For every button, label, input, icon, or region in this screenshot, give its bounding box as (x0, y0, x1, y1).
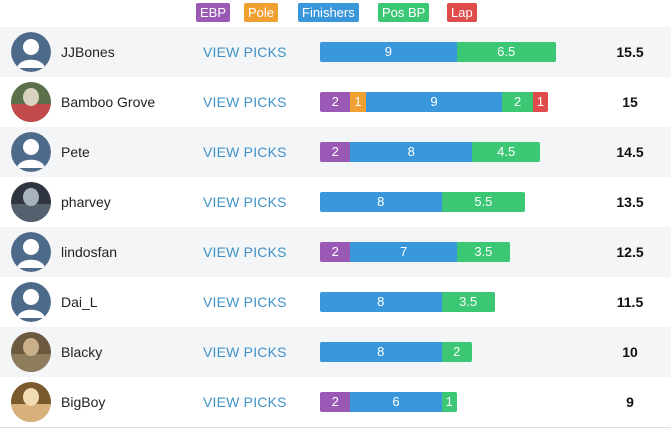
user-avatar (11, 182, 51, 222)
username: Pete (61, 144, 90, 160)
view-picks-link[interactable]: VIEW PICKS (203, 294, 287, 310)
points-bar: 2 7 3.5 (320, 242, 510, 262)
segment-pos-bp: 3.5 (456, 242, 510, 262)
segment-finishers: 6 (350, 392, 442, 412)
total-points: 15.5 (616, 44, 644, 60)
username: BigBoy (61, 394, 106, 410)
segment-ebp: 2 (320, 392, 351, 412)
segment-finishers: 8 (320, 342, 442, 362)
view-picks-link[interactable]: VIEW PICKS (203, 394, 287, 410)
total-points: 11.5 (616, 294, 644, 310)
segment-pos-bp: 2 (502, 92, 533, 112)
leaderboard-row: Bamboo Grove VIEW PICKS 2 1 9 2 1 15 (0, 77, 671, 127)
username: Bamboo Grove (61, 94, 156, 110)
view-picks-link[interactable]: VIEW PICKS (203, 244, 287, 260)
username: lindosfan (61, 244, 118, 260)
segment-lap: 1 (532, 92, 548, 112)
leaderboard-row: Pete VIEW PICKS 2 8 4.5 14.5 (0, 127, 671, 177)
username: Blacky (61, 344, 103, 360)
segment-finishers: 8 (350, 142, 472, 162)
default-avatar-icon (11, 232, 51, 272)
user-avatar (11, 332, 51, 372)
segment-ebp: 2 (320, 92, 351, 112)
segment-pos-bp: 4.5 (472, 142, 541, 162)
username: Dai_L (61, 294, 98, 310)
points-bar: 2 8 4.5 (320, 142, 541, 162)
segment-ebp: 2 (320, 142, 351, 162)
segment-pos-bp: 5.5 (441, 192, 526, 212)
default-avatar-icon (11, 282, 51, 322)
legend-pole: Pole (244, 3, 279, 22)
segment-pos-bp: 1 (441, 392, 457, 412)
default-avatar-icon (11, 132, 51, 172)
segment-finishers: 7 (350, 242, 457, 262)
segment-finishers: 8 (320, 292, 442, 312)
legend-ebp: EBP (196, 3, 231, 22)
segment-finishers: 9 (365, 92, 503, 112)
default-avatar-icon (11, 32, 51, 72)
total-points: 9 (626, 394, 634, 410)
segment-finishers: 9 (320, 42, 457, 62)
user-avatar (11, 382, 51, 422)
total-points: 12.5 (616, 244, 644, 260)
segment-finishers: 8 (320, 192, 442, 212)
view-picks-link[interactable]: VIEW PICKS (203, 144, 287, 160)
legend-finishers: Finishers (298, 3, 359, 22)
user-avatar (11, 82, 51, 122)
total-points: 15 (622, 94, 638, 110)
segment-pole: 1 (350, 92, 366, 112)
legend-pos-bp: Pos BP (378, 3, 430, 22)
leaderboard-row: pharvey VIEW PICKS 8 5.5 13.5 (0, 177, 671, 227)
total-points: 14.5 (616, 144, 644, 160)
legend-lap: Lap (447, 3, 477, 22)
segment-ebp: 2 (320, 242, 351, 262)
leaderboard-row: JJBones VIEW PICKS 9 6.5 15.5 (0, 27, 671, 77)
segment-pos-bp: 6.5 (456, 42, 556, 62)
total-points: 13.5 (616, 194, 644, 210)
view-picks-link[interactable]: VIEW PICKS (203, 344, 287, 360)
view-picks-link[interactable]: VIEW PICKS (203, 194, 287, 210)
points-bar: 8 5.5 (320, 192, 526, 212)
username: JJBones (61, 44, 115, 60)
leaderboard-row: BigBoy VIEW PICKS 2 6 1 9 (0, 377, 671, 427)
leaderboard-row: Dai_L VIEW PICKS 8 3.5 11.5 (0, 277, 671, 327)
total-points: 10 (622, 344, 638, 360)
leaderboard-row: Blacky VIEW PICKS 8 2 10 (0, 327, 671, 377)
points-bar: 8 3.5 (320, 292, 495, 312)
segment-pos-bp: 3.5 (441, 292, 495, 312)
points-legend: EBP Pole Finishers Pos BP Lap (0, 0, 671, 27)
segment-pos-bp: 2 (441, 342, 472, 362)
username: pharvey (61, 194, 111, 210)
view-picks-link[interactable]: VIEW PICKS (203, 94, 287, 110)
points-bar: 9 6.5 (320, 42, 556, 62)
view-picks-link[interactable]: VIEW PICKS (203, 44, 287, 60)
leaderboard-row: lindosfan VIEW PICKS 2 7 3.5 12.5 (0, 227, 671, 277)
